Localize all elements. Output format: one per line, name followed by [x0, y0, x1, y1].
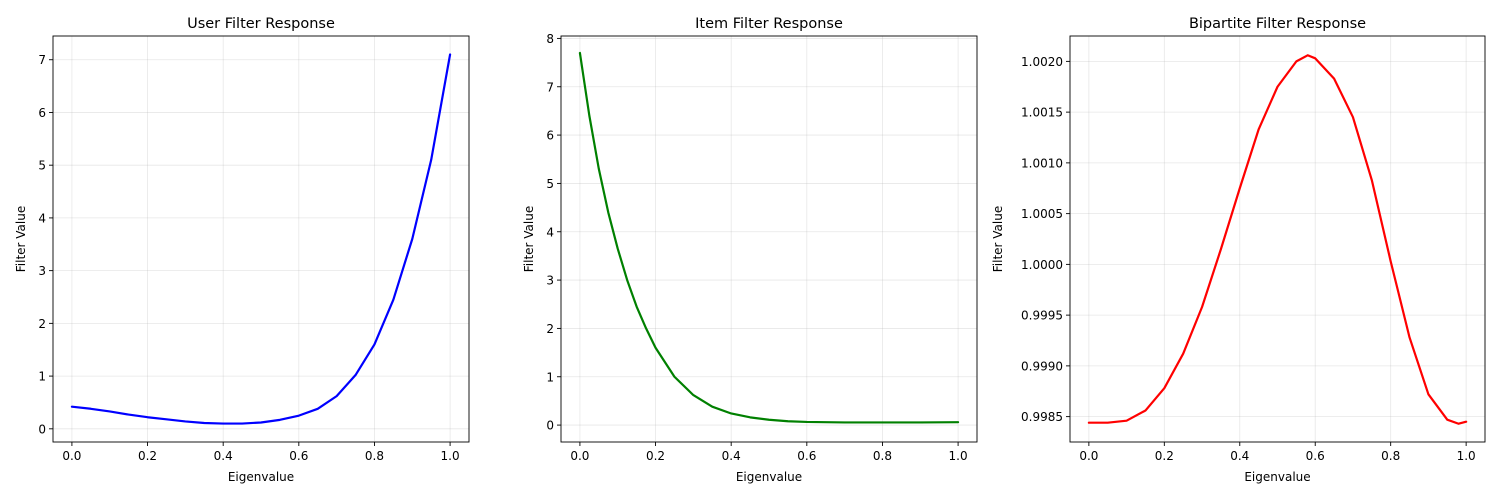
x-tick-label: 0.4 [214, 449, 233, 463]
x-tick-label: 0.4 [722, 449, 741, 463]
x-tick-label: 1.0 [441, 449, 460, 463]
chart-title: Item Filter Response [695, 16, 843, 32]
x-tick-label: 0.0 [62, 449, 81, 463]
x-tick-label: 0.4 [1230, 449, 1249, 463]
x-tick-label: 1.0 [949, 449, 968, 463]
x-tick-label: 0.0 [570, 449, 589, 463]
y-tick-label: 1.0015 [1021, 106, 1063, 120]
y-tick-label: 5 [546, 177, 554, 191]
subplot-bipartite-filter: 0.0 0.2 0.4 0.6 0.8 1.0 0.9985 0.9990 0.9995 1.00… [991, 16, 1486, 484]
axes-frame [1069, 35, 1486, 443]
x-tick-label: 0.6 [289, 449, 308, 463]
x-axis-label: Eigenvalue [736, 470, 802, 484]
y-tick-label: 4 [38, 211, 46, 225]
y-tick-label: 0 [38, 422, 46, 436]
x-axis-label: Eigenvalue [228, 470, 294, 484]
y-tick-label: 1 [38, 370, 46, 384]
chart-title: Bipartite Filter Response [1189, 16, 1366, 32]
series-line [70, 53, 452, 425]
x-tick-label: 0.0 [1079, 449, 1098, 463]
x-tick-label: 0.2 [138, 449, 157, 463]
y-tick-label: 3 [38, 264, 46, 278]
y-tick-label: 0.9995 [1021, 309, 1063, 323]
y-tick-label: 5 [38, 159, 46, 173]
y-tick-label: 6 [546, 129, 554, 143]
series-line [1087, 54, 1468, 425]
series-line [578, 51, 960, 424]
x-tick-label: 0.2 [646, 449, 665, 463]
y-axis-label: Filter Value [991, 206, 1005, 273]
y-tick-label: 8 [546, 32, 554, 46]
x-tick-label: 0.8 [873, 449, 892, 463]
y-tick-label: 1.0000 [1021, 258, 1063, 272]
x-tick-label: 0.6 [1306, 449, 1325, 463]
y-tick-label: 4 [546, 225, 554, 239]
y-tick-label: 6 [38, 106, 46, 120]
y-tick-label: 0.9985 [1021, 410, 1063, 424]
x-tick-label: 1.0 [1457, 449, 1476, 463]
y-tick-label: 7 [546, 80, 554, 94]
y-axis-label: Filter Value [14, 206, 28, 273]
subplot-user-filter: 0.0 0.2 0.4 0.6 0.8 1.0 0 1 2 3 4 5 6 7 User Filter Re… [14, 16, 470, 484]
axes-frame [52, 35, 470, 443]
x-tick-label: 0.8 [365, 449, 384, 463]
y-tick-label: 2 [546, 322, 554, 336]
y-tick-label: 1.0010 [1021, 156, 1063, 170]
y-tick-label: 2 [38, 317, 46, 331]
y-tick-label: 7 [38, 53, 46, 67]
x-tick-label: 0.2 [1155, 449, 1174, 463]
y-tick-label: 0.9990 [1021, 359, 1063, 373]
subplot-item-filter: 0.0 0.2 0.4 0.6 0.8 1.0 0 1 2 3 4 5 6 7 8 Item Filter R… [522, 16, 978, 484]
x-axis-label: Eigenvalue [1244, 470, 1310, 484]
y-axis-label: Filter Value [522, 206, 536, 273]
y-tick-label: 0 [546, 419, 554, 433]
x-tick-label: 0.8 [1381, 449, 1400, 463]
y-tick-label: 1 [546, 370, 554, 384]
y-tick-label: 1.0005 [1021, 207, 1063, 221]
chart-title: User Filter Response [187, 16, 335, 32]
x-tick-label: 0.6 [797, 449, 816, 463]
y-tick-label: 1.0020 [1021, 55, 1063, 69]
axes-frame [560, 35, 978, 443]
y-tick-label: 3 [546, 274, 554, 288]
